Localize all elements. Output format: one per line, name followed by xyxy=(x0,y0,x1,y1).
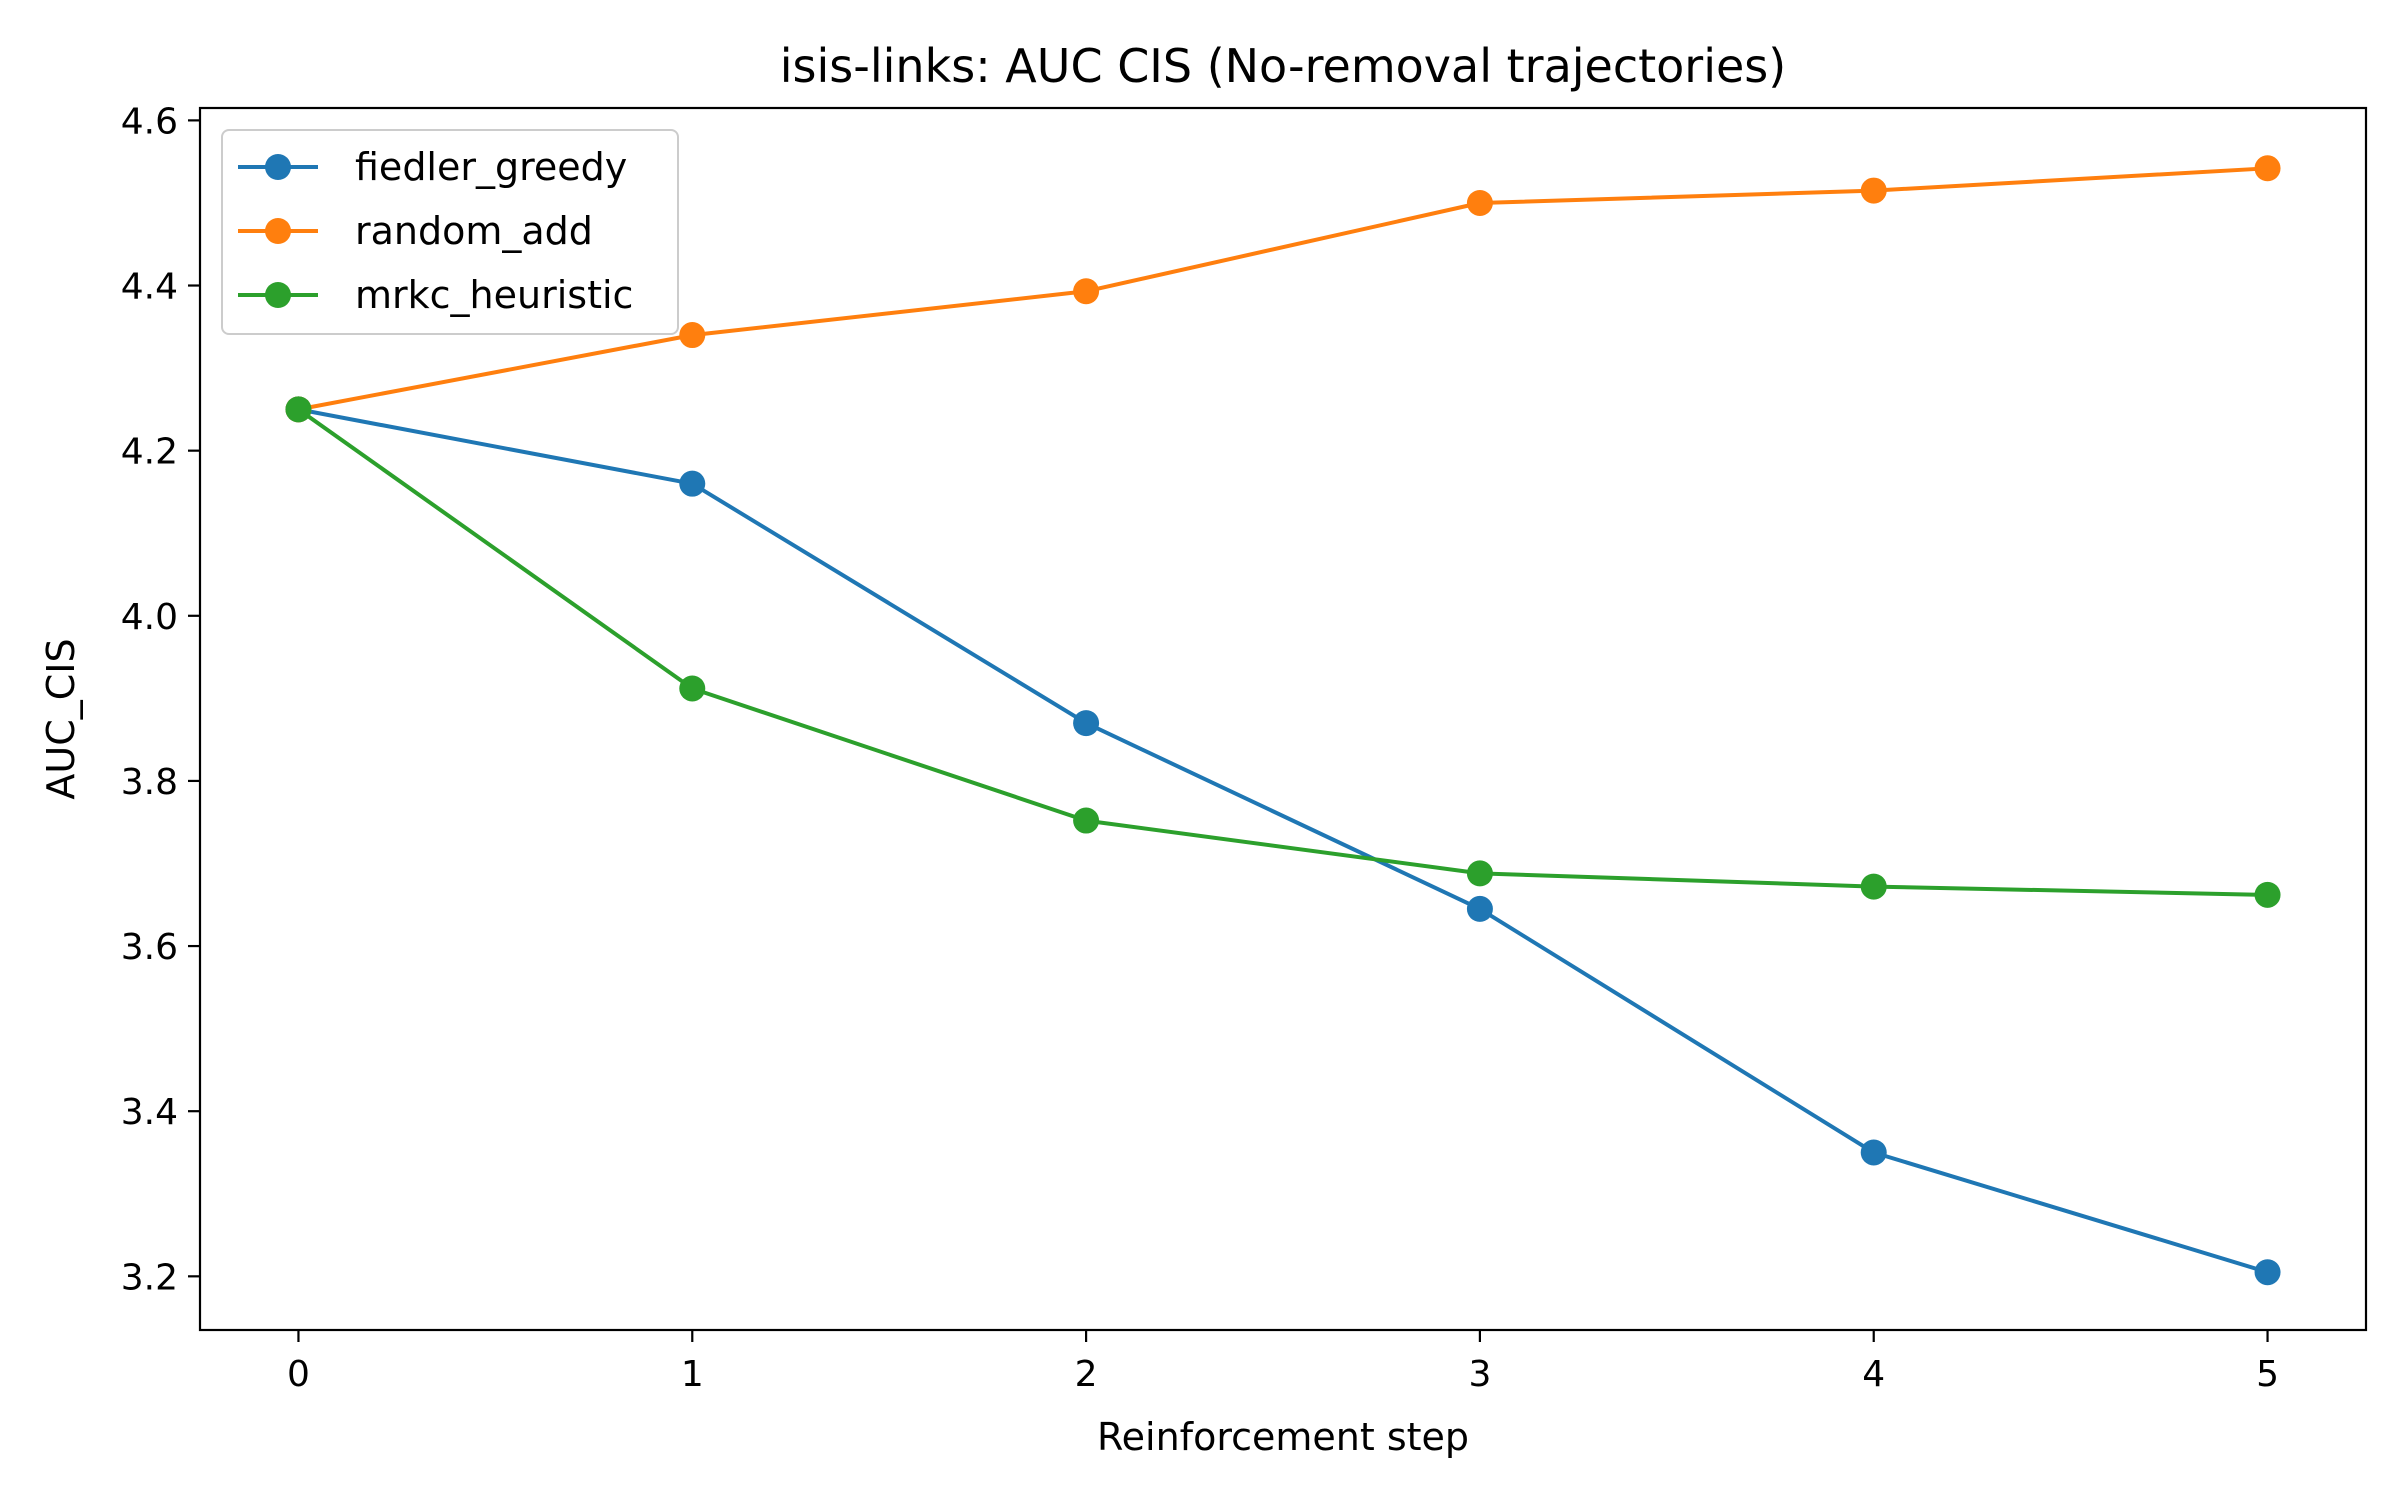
legend: fiedler_greedy random_add mrkc_heuristic xyxy=(221,129,679,335)
data-point xyxy=(1073,278,1100,305)
data-point xyxy=(679,322,706,349)
plot-frame xyxy=(198,106,2368,1332)
legend-label: fiedler_greedy xyxy=(355,145,627,189)
legend-box xyxy=(221,129,679,335)
y-tick-label: 4.0 xyxy=(121,597,178,638)
y-tick-label: 3.6 xyxy=(121,927,178,968)
plot-area xyxy=(198,106,2368,1332)
x-tick-label: 5 xyxy=(2256,1354,2279,1395)
data-point xyxy=(2254,1259,2281,1286)
data-point xyxy=(1466,860,1493,887)
legend-marker xyxy=(265,154,291,180)
series-line xyxy=(295,406,2270,897)
legend-marker xyxy=(265,218,291,244)
series-layer xyxy=(285,155,2281,1286)
data-point xyxy=(2254,155,2281,182)
data-point xyxy=(1073,807,1100,834)
chart-title: isis-links: AUC CIS (No-removal trajecto… xyxy=(780,39,1786,93)
x-tick-label: 1 xyxy=(681,1354,704,1395)
y-axis: 3.2 3.4 3.6 3.8 4.0 4.2 4.4 4.6 xyxy=(121,101,200,1298)
y-tick-label: 4.2 xyxy=(121,432,178,473)
legend-label: random_add xyxy=(355,209,593,253)
data-point xyxy=(1860,177,1887,204)
y-tick-label: 4.6 xyxy=(121,101,178,142)
legend-item-random-add: random_add xyxy=(238,209,593,253)
y-tick-label: 4.4 xyxy=(121,267,178,308)
series-line xyxy=(296,407,2270,1275)
x-tick-label: 3 xyxy=(1468,1354,1491,1395)
data-point xyxy=(285,396,312,423)
data-point xyxy=(1466,895,1493,922)
x-axis-label: Reinforcement step xyxy=(1097,1415,1469,1459)
legend-item-mrkc-heuristic: mrkc_heuristic xyxy=(238,273,633,317)
data-point xyxy=(679,675,706,702)
x-tick-label: 2 xyxy=(1075,1354,1098,1395)
y-axis-label: AUC_CIS xyxy=(39,638,83,799)
legend-label: mrkc_heuristic xyxy=(355,273,633,317)
y-tick-label: 3.2 xyxy=(121,1257,178,1298)
data-point xyxy=(1466,189,1493,216)
legend-item-fiedler-greedy: fiedler_greedy xyxy=(238,145,627,189)
y-tick-label: 3.8 xyxy=(121,762,178,803)
x-tick-label: 4 xyxy=(1862,1354,1885,1395)
data-point xyxy=(1073,710,1100,737)
data-point xyxy=(1860,873,1887,900)
series-mrkc-heuristic xyxy=(285,396,2281,908)
legend-marker xyxy=(265,282,291,308)
y-tick-label: 3.4 xyxy=(121,1092,178,1133)
data-point xyxy=(1860,1139,1887,1166)
data-point xyxy=(679,470,706,497)
x-tick-label: 0 xyxy=(287,1354,310,1395)
x-axis: 0 1 2 3 4 5 xyxy=(287,1330,2279,1395)
data-point xyxy=(2254,881,2281,908)
series-line xyxy=(296,166,2270,412)
legend-entries: fiedler_greedy random_add mrkc_heuristic xyxy=(238,145,633,317)
